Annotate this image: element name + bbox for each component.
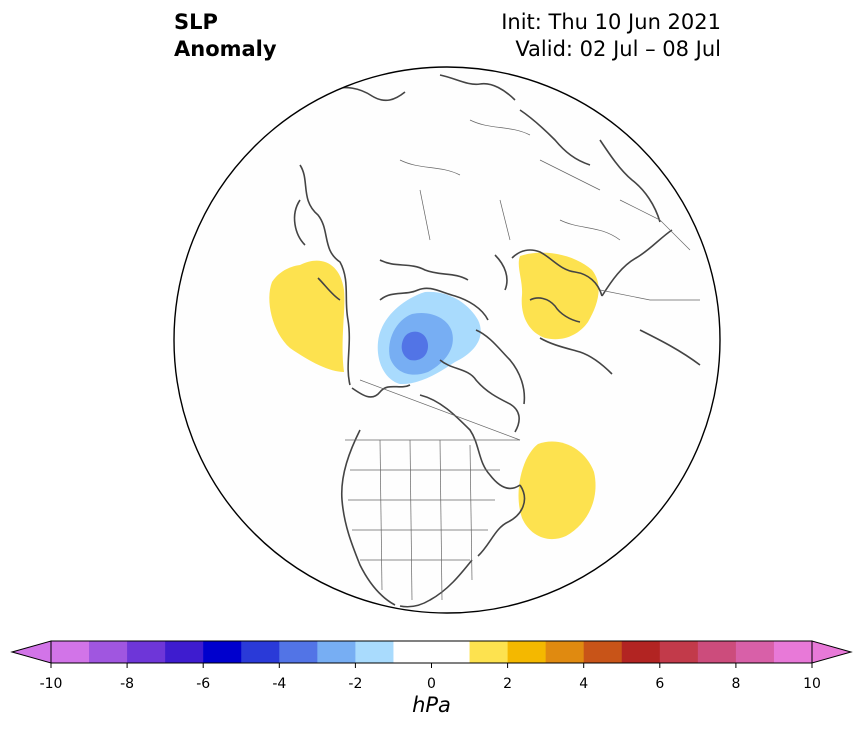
- colorbar-cell: [469, 641, 509, 663]
- colorbar-cell: [621, 641, 661, 663]
- colorbar-cell: [89, 641, 128, 663]
- colorbar-cell: [697, 641, 737, 663]
- colorbar-tick-label: 8: [731, 676, 740, 692]
- colorbar-cell: [203, 641, 242, 663]
- colorbar-tick-label: -6: [196, 676, 210, 692]
- colorbar-tick-label: 10: [803, 676, 821, 692]
- colorbar-tick-label: -10: [40, 676, 63, 692]
- colorbar-tick-label: 2: [503, 676, 512, 692]
- colorbar-tick-label: -8: [120, 676, 134, 692]
- valid-range: Valid: 02 Jul – 08 Jul: [515, 37, 721, 61]
- colorbar-extend-high: [811, 640, 853, 664]
- colorbar-ticks: -10 -8 -6 -4 -2 0 2 4 6 8 10: [40, 663, 821, 692]
- anomaly-fill-alaska: [269, 260, 345, 372]
- colorbar-tick-label: 4: [579, 676, 588, 692]
- colorbar-tick-label: 0: [427, 676, 436, 692]
- colorbar-tick-label: -2: [348, 676, 362, 692]
- title-block-left: SLP Anomaly: [174, 9, 277, 63]
- colorbar-cell: [165, 641, 204, 663]
- borders: [345, 119, 700, 601]
- colorbar-cell: [507, 641, 547, 663]
- anomaly-fill-arctic-core: [401, 331, 428, 361]
- anomaly-fill-europe: [518, 252, 599, 340]
- colorbar-cell: [127, 641, 166, 663]
- colorbar-cell: [659, 641, 699, 663]
- colorbar-extend-low: [10, 640, 52, 664]
- anomaly-fill-atlantic: [518, 441, 596, 540]
- title-block-right: Init: Thu 10 Jun 2021 Valid: 02 Jul – 08…: [501, 9, 721, 63]
- colorbar-cell: [279, 641, 318, 663]
- title-field: SLP: [174, 10, 218, 34]
- colorbar-cell: [773, 641, 813, 663]
- colorbar-cell: [51, 641, 90, 663]
- colorbar-cell: [393, 641, 471, 663]
- colorbar-cell: [735, 641, 775, 663]
- colorbar-cell: [355, 641, 394, 663]
- colorbar-unit-label: hPa: [412, 693, 451, 717]
- colorbar-cell: [583, 641, 623, 663]
- map-boundary: [173, 66, 721, 614]
- colorbar-cell: [241, 641, 280, 663]
- title-field-anomaly: Anomaly: [174, 37, 277, 61]
- colorbar-cell: [317, 641, 356, 663]
- colorbar-cells: [51, 641, 813, 663]
- colorbar-tick-label: 6: [655, 676, 664, 692]
- colorbar-tick-label: -4: [272, 676, 286, 692]
- colorbar-cell: [545, 641, 585, 663]
- init-date: Init: Thu 10 Jun 2021: [501, 10, 721, 34]
- polar-map: [173, 66, 721, 614]
